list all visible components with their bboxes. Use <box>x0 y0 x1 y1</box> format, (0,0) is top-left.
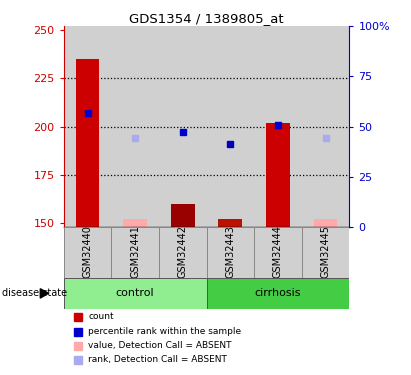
Bar <box>159 26 206 227</box>
Bar <box>218 219 242 227</box>
Text: GSM32443: GSM32443 <box>225 225 236 278</box>
Bar <box>171 204 195 227</box>
Text: count: count <box>88 312 114 321</box>
Bar <box>111 26 159 227</box>
Text: control: control <box>116 288 155 298</box>
Bar <box>266 123 290 227</box>
Text: GSM32442: GSM32442 <box>178 225 188 278</box>
Bar <box>76 59 99 227</box>
Text: percentile rank within the sample: percentile rank within the sample <box>88 327 242 336</box>
Polygon shape <box>40 289 48 298</box>
Text: value, Detection Call = ABSENT: value, Detection Call = ABSENT <box>88 341 232 350</box>
Bar <box>302 26 349 227</box>
Text: GSM32445: GSM32445 <box>321 225 330 278</box>
Text: GSM32440: GSM32440 <box>83 225 92 278</box>
Bar <box>206 26 254 227</box>
Bar <box>64 26 111 227</box>
Bar <box>206 227 254 278</box>
Text: rank, Detection Call = ABSENT: rank, Detection Call = ABSENT <box>88 355 227 364</box>
Text: cirrhosis: cirrhosis <box>255 288 301 298</box>
Bar <box>64 278 206 309</box>
Bar <box>111 227 159 278</box>
Bar <box>302 227 349 278</box>
Bar <box>64 227 111 278</box>
Bar <box>314 219 337 227</box>
Bar <box>123 219 147 227</box>
Text: GSM32441: GSM32441 <box>130 225 140 278</box>
Bar <box>206 278 349 309</box>
Text: GSM32444: GSM32444 <box>273 225 283 278</box>
Text: disease state: disease state <box>2 288 67 298</box>
Bar <box>254 26 302 227</box>
Bar <box>254 227 302 278</box>
Bar <box>159 227 206 278</box>
Title: GDS1354 / 1389805_at: GDS1354 / 1389805_at <box>129 12 284 25</box>
